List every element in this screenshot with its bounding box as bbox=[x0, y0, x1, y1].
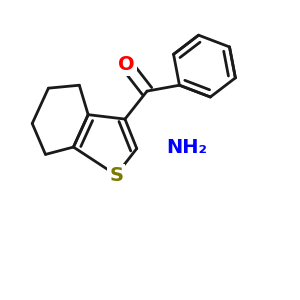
Text: NH₂: NH₂ bbox=[166, 138, 207, 157]
Text: S: S bbox=[109, 166, 123, 184]
Text: O: O bbox=[118, 55, 135, 74]
